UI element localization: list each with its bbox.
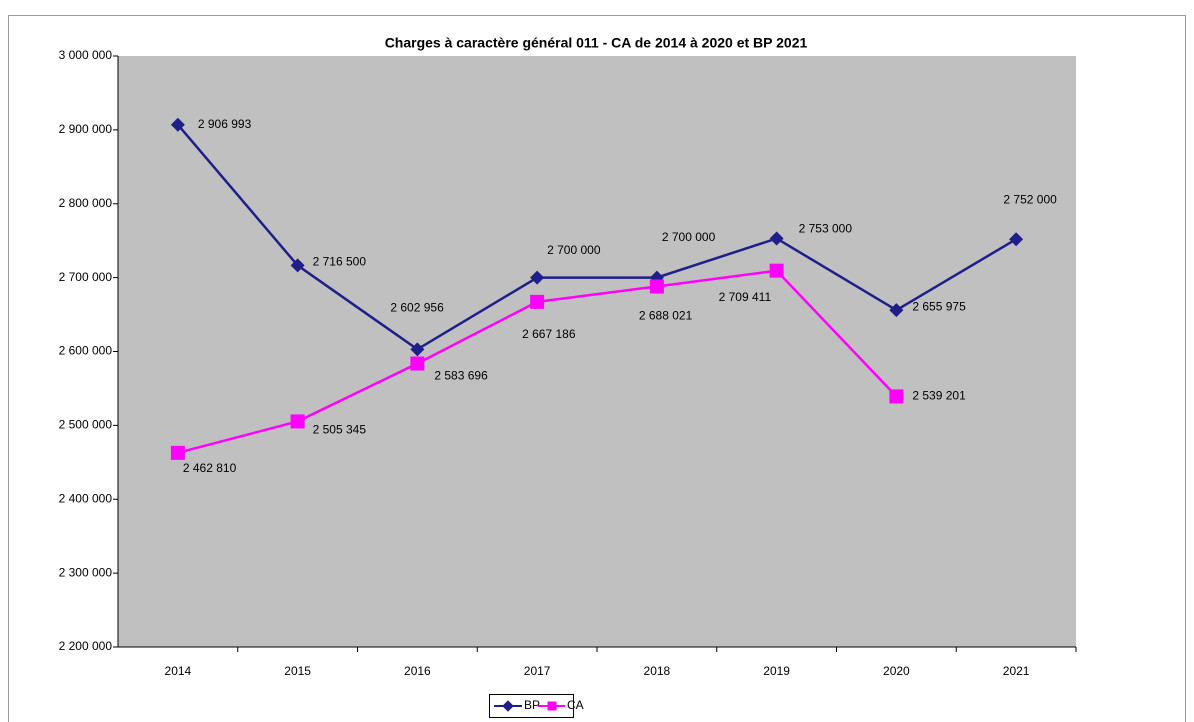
- data-label: 2 655 975: [912, 299, 966, 313]
- y-tick-label: 2 300 000: [59, 565, 113, 579]
- data-point: [170, 117, 185, 132]
- data-label: 2 688 021: [639, 309, 693, 323]
- data-point: [889, 303, 904, 318]
- data-label: 2 753 000: [799, 222, 853, 236]
- legend: BP CA: [489, 694, 584, 718]
- y-tick-label: 2 900 000: [59, 122, 113, 136]
- y-tick-label: 2 600 000: [59, 344, 113, 358]
- data-point: [530, 270, 545, 285]
- data-point: [889, 389, 904, 404]
- data-label: 2 700 000: [662, 230, 716, 244]
- legend-label: CA: [567, 698, 584, 712]
- y-tick-label: 2 400 000: [59, 491, 113, 505]
- data-label: 2 667 186: [522, 327, 576, 341]
- y-tick-label: 3 000 000: [59, 48, 113, 62]
- x-tick-label: 2017: [524, 664, 551, 678]
- legend-box: [489, 694, 574, 718]
- x-tick-label: 2018: [644, 664, 671, 678]
- data-label: 2 602 956: [390, 300, 444, 314]
- data-point: [290, 258, 305, 273]
- data-label: 2 752 000: [1003, 192, 1057, 206]
- data-point: [410, 342, 425, 357]
- data-point: [649, 279, 664, 294]
- x-tick-label: 2016: [404, 664, 431, 678]
- x-tick-label: 2014: [165, 664, 192, 678]
- data-label: 2 716 500: [313, 255, 367, 269]
- x-tick-label: 2021: [1003, 664, 1030, 678]
- data-label: 2 539 201: [912, 389, 966, 403]
- x-tick-label: 2019: [763, 664, 790, 678]
- data-point: [290, 414, 305, 429]
- data-label: 2 709 411: [719, 290, 772, 304]
- data-label: 2 462 810: [183, 461, 237, 475]
- y-tick-label: 2 800 000: [59, 196, 113, 210]
- legend-label: BP: [524, 698, 540, 712]
- y-tick-label: 2 700 000: [59, 270, 113, 284]
- data-label: 2 700 000: [547, 243, 601, 257]
- x-tick-label: 2015: [284, 664, 311, 678]
- data-label: 2 583 696: [434, 369, 488, 383]
- data-point: [769, 263, 784, 278]
- data-point: [170, 445, 185, 460]
- plot-area: [118, 56, 1076, 647]
- data-label: 2 906 993: [198, 117, 252, 131]
- data-point: [769, 231, 784, 246]
- legend-marker: [502, 700, 514, 712]
- data-point: [410, 356, 425, 371]
- legend-marker: [547, 701, 557, 711]
- y-tick-label: 2 200 000: [59, 639, 113, 653]
- data-point: [530, 294, 545, 309]
- chart-title: Charges à caractère général 011 - CA de …: [385, 35, 808, 51]
- data-point: [1009, 232, 1024, 247]
- y-tick-label: 2 500 000: [59, 418, 113, 432]
- x-tick-label: 2020: [883, 664, 910, 678]
- data-label: 2 505 345: [313, 423, 367, 437]
- series-line: [176, 123, 1017, 351]
